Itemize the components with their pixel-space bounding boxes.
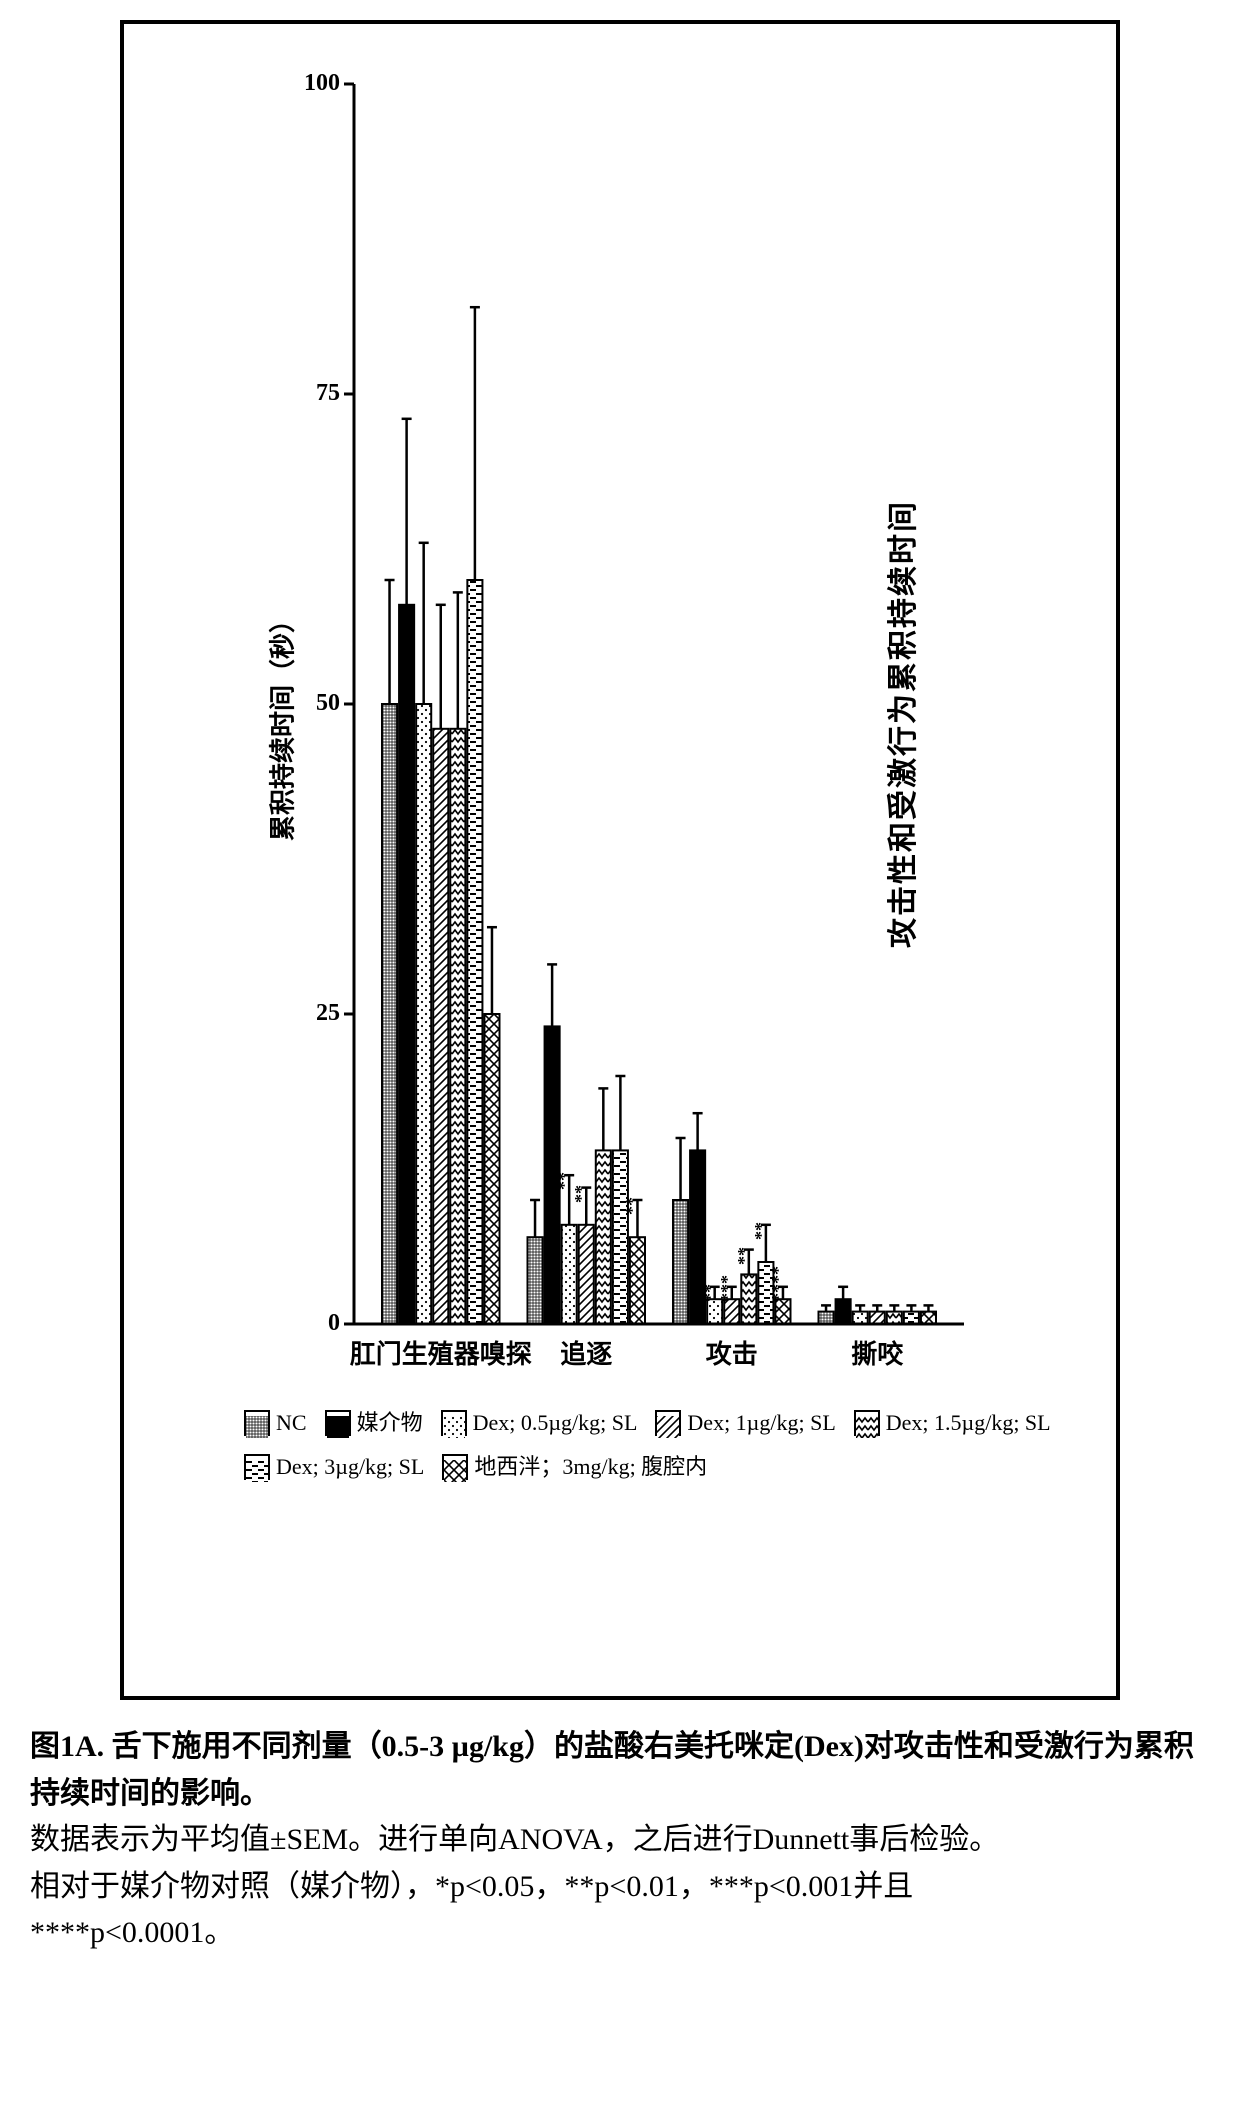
x-category-label: 攻击 xyxy=(706,1334,758,1371)
chart-area: 攻击性和受激行为累积持续时间 累积持续时间（秒） xyxy=(284,64,1064,1384)
bar xyxy=(836,1299,851,1324)
legend-swatch xyxy=(244,1410,270,1436)
y-tick-label: 25 xyxy=(284,1000,340,1027)
bar xyxy=(775,1299,790,1324)
significance-label: ** xyxy=(734,1247,755,1265)
x-category-label: 肛门生殖器嗅探 xyxy=(350,1334,532,1371)
legend-swatch xyxy=(325,1410,351,1436)
bar xyxy=(630,1237,645,1324)
legend-swatch xyxy=(441,1410,467,1436)
legend-label: Dex; 3µg/kg; SL xyxy=(276,1448,424,1486)
bar xyxy=(613,1150,628,1324)
bar xyxy=(484,1014,499,1324)
bar xyxy=(673,1200,688,1324)
bar xyxy=(433,729,448,1324)
x-category-label: 撕咬 xyxy=(851,1334,903,1371)
legend: NC 媒介物 Dex; 0.5µg/kg; SL Dex; 1µg/kg; SL Dex… xyxy=(244,1404,1104,1684)
legend-item: Dex; 0.5µg/kg; SL xyxy=(441,1404,638,1442)
bar xyxy=(416,704,431,1324)
legend-item: NC xyxy=(244,1404,307,1442)
y-tick-label: 75 xyxy=(284,380,340,407)
bar xyxy=(467,580,482,1324)
figure-container: 攻击性和受激行为累积持续时间 累积持续时间（秒） xyxy=(120,20,1120,1700)
legend-swatch xyxy=(655,1410,681,1436)
bar xyxy=(904,1312,919,1324)
bar xyxy=(382,704,397,1324)
bar xyxy=(819,1312,834,1324)
significance-label: *** xyxy=(717,1275,738,1302)
y-tick-label: 50 xyxy=(284,690,340,717)
legend-label: NC xyxy=(276,1404,307,1442)
bar xyxy=(870,1312,885,1324)
legend-swatch xyxy=(442,1454,468,1480)
legend-label: Dex; 1µg/kg; SL xyxy=(687,1404,835,1442)
bar-chart xyxy=(284,64,1064,1384)
y-tick-label: 100 xyxy=(284,70,340,97)
legend-item: Dex; 3µg/kg; SL xyxy=(244,1448,424,1486)
legend-label: Dex; 1.5µg/kg; SL xyxy=(886,1404,1051,1442)
significance-label: ** xyxy=(622,1197,643,1215)
legend-item: 地西泮；3mg/kg; 腹腔内 xyxy=(442,1448,707,1486)
bar xyxy=(562,1225,577,1324)
legend-swatch xyxy=(854,1410,880,1436)
x-category-label: 追逐 xyxy=(560,1334,612,1371)
caption-title: 图1A. 舌下施用不同剂量（0.5-3 µg/kg）的盐酸右美托咪定(Dex)对… xyxy=(30,1730,1194,1810)
bar xyxy=(887,1312,902,1324)
bar xyxy=(707,1299,722,1324)
bar xyxy=(724,1299,739,1324)
legend-label: 媒介物 xyxy=(357,1404,423,1442)
caption-stats-2: ****p<0.0001。 xyxy=(30,1916,234,1949)
bar xyxy=(450,729,465,1324)
bar xyxy=(921,1312,936,1324)
bar xyxy=(528,1237,543,1324)
significance-label: ** xyxy=(571,1185,592,1203)
caption-stats-1: 相对于媒介物对照（媒介物），*p<0.05，**p<0.01，***p<0.00… xyxy=(30,1870,913,1903)
bar xyxy=(741,1274,756,1324)
figure-caption: 图1A. 舌下施用不同剂量（0.5-3 µg/kg）的盐酸右美托咪定(Dex)对… xyxy=(30,1724,1210,1957)
significance-label: ** xyxy=(751,1222,772,1240)
legend-swatch xyxy=(244,1454,270,1480)
legend-item: 媒介物 xyxy=(325,1404,423,1442)
bar xyxy=(579,1225,594,1324)
legend-label: 地西泮；3mg/kg; 腹腔内 xyxy=(474,1448,707,1486)
legend-label: Dex; 0.5µg/kg; SL xyxy=(473,1404,638,1442)
y-tick-label: 0 xyxy=(284,1310,340,1337)
legend-item: Dex; 1.5µg/kg; SL xyxy=(854,1404,1051,1442)
bar xyxy=(853,1312,868,1324)
significance-label: **** xyxy=(768,1266,789,1302)
bar xyxy=(596,1150,611,1324)
bar xyxy=(399,605,414,1324)
legend-item: Dex; 1µg/kg; SL xyxy=(655,1404,835,1442)
caption-methods: 数据表示为平均值±SEM。进行单向ANOVA，之后进行Dunnett事后检验。 xyxy=(30,1823,999,1856)
